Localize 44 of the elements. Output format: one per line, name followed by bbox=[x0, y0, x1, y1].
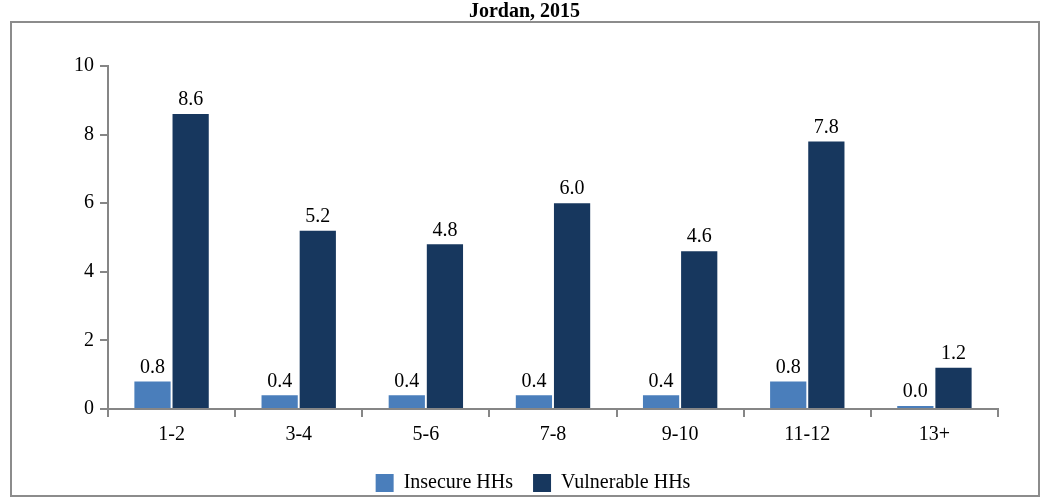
data-label: 0.4 bbox=[267, 368, 293, 391]
x-tick-label: 5-6 bbox=[412, 422, 440, 445]
data-label: 0.4 bbox=[648, 368, 674, 391]
bar bbox=[388, 395, 425, 408]
bar bbox=[770, 381, 807, 408]
data-label: 5.2 bbox=[305, 203, 331, 226]
bar bbox=[515, 395, 553, 408]
x-tick-label: 3-4 bbox=[285, 422, 313, 445]
legend-label: Insecure HHs bbox=[403, 470, 514, 493]
data-label: 0.0 bbox=[902, 379, 928, 402]
chart-title: Jordan, 2015 bbox=[467, 0, 582, 21]
y-tick-label: 2 bbox=[84, 327, 94, 350]
y-tick-label: 4 bbox=[84, 259, 94, 282]
bar bbox=[553, 203, 591, 408]
chart-frame: Insecure HHs Vulnerable HHs 1-2 3-4 5-6 7-8 9-10 11-12 13+ 0 2 4 6 8 10 0.8 0.4 0.4 0.4 0.4 0.8 0.0 8.6 5.2 4.8 6.0 4.6 7.8 1.2 bbox=[10, 21, 1040, 497]
bar bbox=[642, 395, 680, 408]
y-tick-label: 6 bbox=[84, 190, 94, 213]
x-tick-label: 1-2 bbox=[158, 422, 185, 445]
data-label: 0.4 bbox=[394, 368, 420, 391]
bar bbox=[299, 230, 336, 408]
x-tick-label: 9-10 bbox=[661, 422, 699, 445]
legend-label: Vulnerable HHs bbox=[561, 470, 691, 493]
bar bbox=[261, 395, 298, 408]
data-label: 6.0 bbox=[559, 176, 585, 199]
y-tick-label: 8 bbox=[84, 121, 94, 144]
data-label: 1.2 bbox=[941, 341, 966, 364]
bar bbox=[808, 141, 845, 408]
data-label: 7.8 bbox=[813, 114, 839, 137]
bar bbox=[172, 114, 209, 408]
data-label: 0.8 bbox=[140, 354, 165, 377]
bar bbox=[681, 251, 718, 408]
data-label: 4.8 bbox=[432, 217, 458, 240]
x-tick-label: 7-8 bbox=[539, 422, 567, 445]
y-tick-label: 0 bbox=[84, 396, 94, 419]
data-label: 0.4 bbox=[521, 368, 547, 391]
x-tick-label: 11-12 bbox=[784, 422, 831, 445]
bar bbox=[935, 367, 972, 408]
bar bbox=[426, 244, 464, 408]
data-label: 4.6 bbox=[686, 224, 712, 247]
bar bbox=[134, 381, 171, 408]
x-tick-label: 13+ bbox=[918, 422, 951, 445]
data-label: 0.8 bbox=[775, 354, 801, 377]
y-tick-label: 10 bbox=[74, 53, 94, 76]
data-label: 8.6 bbox=[178, 87, 204, 110]
